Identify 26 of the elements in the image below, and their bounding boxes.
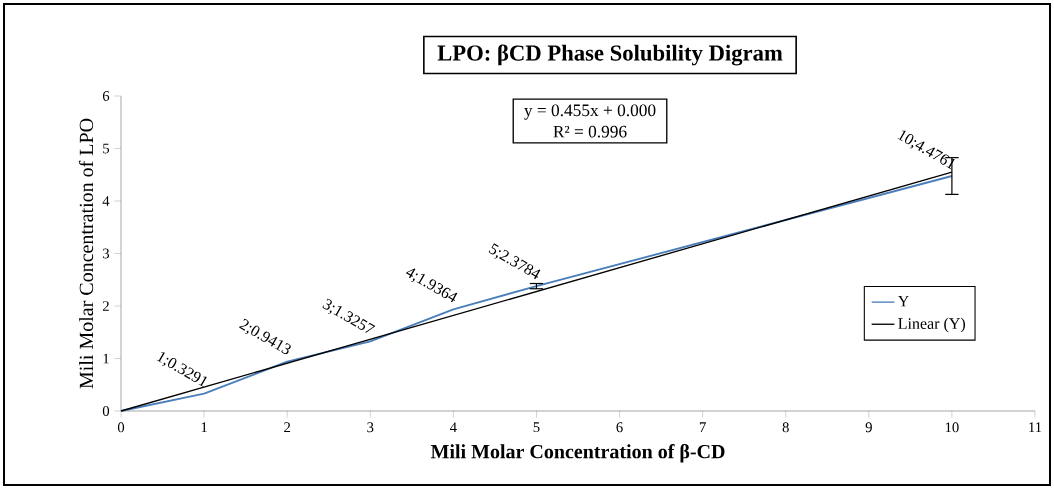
x-tick-label: 2 xyxy=(284,422,291,433)
legend-label: Linear (Y) xyxy=(898,317,966,333)
x-axis-title: Mili Molar Concentration of β-CD xyxy=(430,444,725,463)
y-tick-label: 5 xyxy=(103,143,110,154)
y-tick-label: 4 xyxy=(102,196,110,206)
x-tick-label: 4 xyxy=(449,422,457,433)
x-tick-label: 11 xyxy=(1029,422,1042,433)
y-tick-label: 6 xyxy=(102,91,110,101)
x-tick-label: 10 xyxy=(945,422,959,433)
y-axis-title: Mili Molar Concentration of LPO xyxy=(78,118,94,389)
x-tick-label: 1 xyxy=(201,422,207,433)
chart-title: LPO: βCD Phase Solubility Digram xyxy=(437,44,783,66)
x-tick-label: 6 xyxy=(616,422,623,433)
x-tick-label: 3 xyxy=(367,422,374,433)
x-tick-label: 5 xyxy=(533,422,540,433)
annotation: y = 0.455x + 0.000 xyxy=(524,104,656,120)
x-tick-label: 0 xyxy=(117,422,125,433)
y-tick-label: 1 xyxy=(103,353,109,364)
annotation: R² = 0.996 xyxy=(553,125,627,138)
x-tick-label: 9 xyxy=(865,422,872,433)
y-tick-label: 2 xyxy=(102,301,109,311)
x-tick-label: 8 xyxy=(782,422,789,433)
y-tick-label: 0 xyxy=(102,406,110,416)
x-tick-label: 7 xyxy=(699,422,706,432)
y-tick-label: 3 xyxy=(103,248,110,259)
legend-label: Y xyxy=(897,295,909,307)
